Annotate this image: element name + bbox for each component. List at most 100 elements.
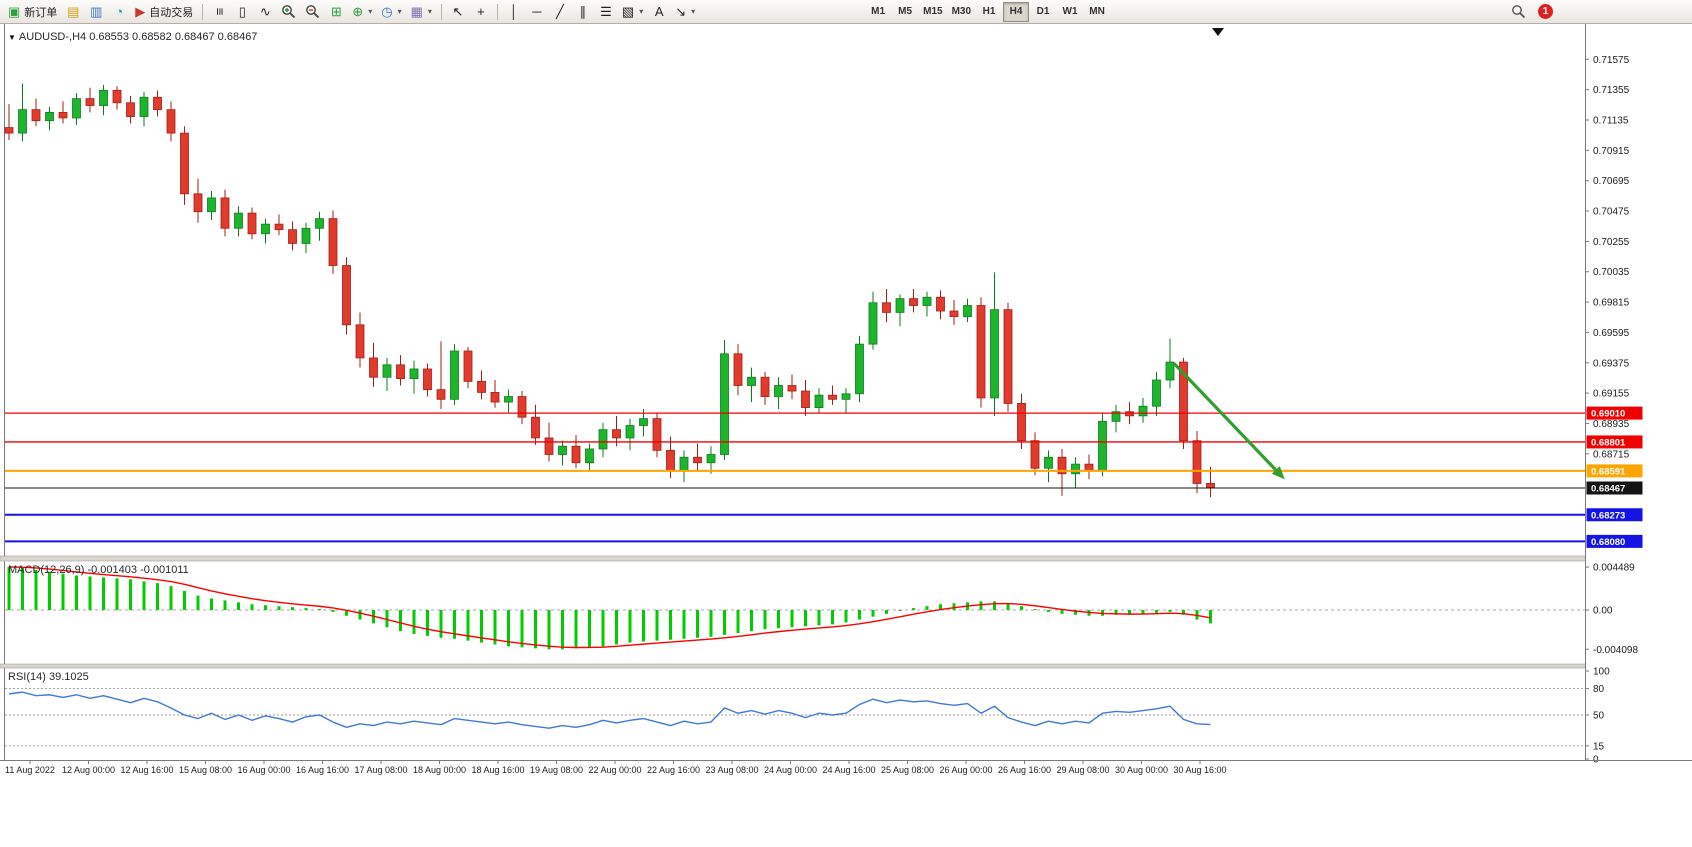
time-axis-label: 24 Aug 16:00 — [822, 765, 875, 775]
zoom-out-icon — [306, 5, 320, 19]
new-order-button[interactable]: ▣ 新订单 — [4, 2, 61, 22]
candle — [517, 396, 527, 418]
tile-windows-button[interactable]: ⊞ — [325, 2, 347, 22]
candle — [1017, 403, 1026, 442]
candle — [774, 385, 783, 397]
bar-chart-icon: ≡ — [211, 7, 227, 16]
vertical-line-button[interactable]: │ — [503, 2, 525, 22]
panel-separator[interactable] — [0, 663, 1692, 669]
candle — [909, 298, 918, 306]
timeframe-button-m5[interactable]: M5 — [892, 2, 918, 22]
time-axis-label: 16 Aug 00:00 — [237, 765, 290, 775]
candle — [396, 364, 405, 380]
time-periods-button[interactable]: ◷ ▾ — [377, 2, 405, 22]
candle — [4, 127, 14, 134]
cursor-button[interactable]: ↖ — [447, 2, 469, 22]
candle — [1098, 420, 1107, 472]
timeframe-button-w1[interactable]: W1 — [1057, 2, 1083, 22]
pivot-line-orange-price-tag: 0.68591 — [1586, 464, 1643, 478]
candle — [315, 218, 324, 229]
notification-badge[interactable]: 1 — [1538, 4, 1553, 19]
channel-button[interactable]: ∥ — [572, 2, 594, 22]
candle — [1003, 309, 1013, 404]
shapes-button[interactable]: ▧ ▾ — [618, 2, 647, 22]
candle — [571, 445, 581, 464]
time-axis-label: 18 Aug 00:00 — [413, 765, 466, 775]
candle — [1206, 483, 1215, 488]
candle — [936, 296, 945, 312]
candle — [882, 302, 891, 313]
timeframe-button-d1[interactable]: D1 — [1030, 2, 1056, 22]
timeframe-button-m30[interactable]: M30 — [948, 2, 975, 22]
price-axis-label: 0.70695 — [1593, 176, 1630, 187]
fibonacci-button[interactable]: ☰ — [595, 2, 617, 22]
rsi-axis-label: 15 — [1593, 741, 1605, 752]
timeframe-button-m1[interactable]: M1 — [865, 2, 891, 22]
candle — [207, 197, 216, 213]
zoom-in-button[interactable] — [277, 2, 300, 22]
arrows-button[interactable]: ↘ ▾ — [671, 2, 699, 22]
price-axis-label: 0.69595 — [1593, 328, 1630, 339]
series-end-marker-icon — [1212, 28, 1224, 36]
time-axis-label: 16 Aug 16:00 — [296, 765, 349, 775]
candle — [369, 357, 378, 378]
trendline-button[interactable]: ╱ — [549, 2, 571, 22]
candle — [1165, 361, 1175, 381]
text-icon: A — [654, 4, 664, 19]
candle — [841, 393, 851, 400]
cursor-icon: ↖ — [452, 4, 464, 19]
open-chart-button[interactable]: ▤ — [62, 2, 84, 22]
candle — [1125, 411, 1134, 417]
time-axis-label: 19 Aug 08:00 — [530, 765, 583, 775]
candle — [787, 385, 797, 392]
auto-trading-button[interactable]: ▶ 自动交易 — [131, 2, 197, 22]
chart-window-icon: ▤ — [67, 4, 80, 19]
crosshair-button[interactable]: + — [470, 2, 492, 22]
bar-chart-button[interactable]: ≡ — [208, 2, 230, 22]
time-axis-label: 26 Aug 16:00 — [998, 765, 1051, 775]
price-axis-label: 0.70475 — [1593, 207, 1630, 218]
history-center-button[interactable]: ◔ — [108, 2, 130, 22]
text-button[interactable]: A — [648, 2, 670, 22]
candle — [666, 449, 675, 472]
candlestick-chart-button[interactable]: ▯ — [231, 2, 253, 22]
indicators-button[interactable]: ⊕ ▾ — [348, 2, 376, 22]
timeframe-button-h1[interactable]: H1 — [976, 2, 1002, 22]
candle — [18, 109, 27, 134]
candle — [949, 310, 959, 317]
chart-canvas[interactable]: 0.71575 0.71355 0.71135 0.70915 0.70695 0.704… — [0, 24, 1692, 847]
price-axis-label: 0.69375 — [1593, 358, 1630, 369]
time-axis-label: 30 Aug 00:00 — [1115, 765, 1168, 775]
templates-button[interactable]: ▦ ▾ — [407, 2, 436, 22]
fibonacci-icon: ☰ — [600, 4, 612, 19]
candle — [1071, 463, 1080, 475]
svg-text:0.68801: 0.68801 — [1591, 437, 1626, 448]
rsi-axis-label: 80 — [1593, 684, 1605, 695]
candle — [220, 197, 230, 229]
line-chart-button[interactable]: ∿ — [254, 2, 276, 22]
panel-separator[interactable] — [0, 555, 1692, 562]
candle — [1179, 361, 1188, 442]
trend-arrow[interactable] — [1172, 362, 1285, 480]
new-order-icon: ▣ — [8, 4, 21, 19]
profiles-icon: ▥ — [90, 4, 103, 19]
time-axis-label: 12 Aug 00:00 — [62, 765, 115, 775]
candle — [436, 389, 446, 400]
search-button[interactable] — [1507, 2, 1530, 22]
template-icon: ▦ — [410, 4, 423, 19]
candle — [112, 89, 122, 104]
zoom-out-button[interactable] — [301, 2, 324, 22]
candle — [693, 456, 702, 464]
toolbar: ▣ 新订单 ▤ ▥ ◔ ▶ 自动交易 ≡ ▯ ∿ ⊞ ⊕ ▾ ◷ ▾ ▦ ▾ ↖ + … — [0, 0, 1692, 24]
candle — [261, 223, 270, 235]
horizontal-line-button[interactable]: ─ — [526, 2, 548, 22]
profiles-button[interactable]: ▥ — [85, 2, 107, 22]
candle — [382, 364, 392, 378]
candle — [328, 218, 338, 266]
chart-plot-area[interactable] — [5, 24, 1585, 556]
timeframe-button-m15[interactable]: M15 — [919, 2, 946, 22]
time-axis-label: 12 Aug 16:00 — [120, 765, 173, 775]
timeframe-button-h4[interactable]: H4 — [1003, 1, 1030, 22]
symbol-dropdown-icon[interactable]: ▼ — [8, 33, 16, 42]
timeframe-button-mn[interactable]: MN — [1084, 2, 1110, 22]
